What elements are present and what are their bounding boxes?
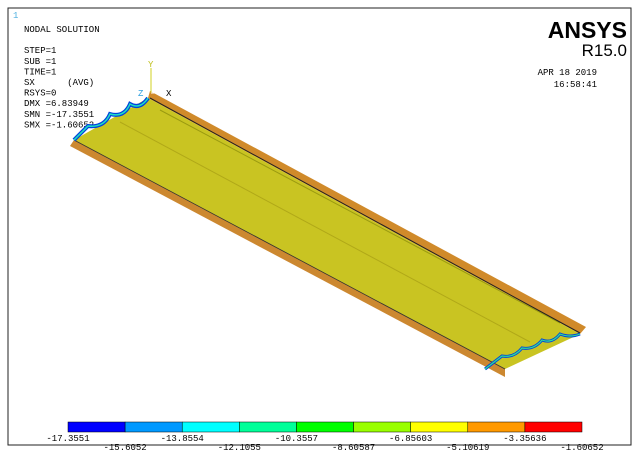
legend-swatch xyxy=(67,421,126,433)
brand-version: R15.0 xyxy=(582,41,627,60)
legend-swatch xyxy=(124,421,183,433)
ridge xyxy=(159,109,561,324)
legend-swatch xyxy=(410,421,469,433)
legend-label: -10.3557 xyxy=(275,434,318,444)
legend-label: -12.1055 xyxy=(218,443,261,453)
stress-notch xyxy=(484,333,581,370)
beam-bottom-flange xyxy=(70,140,505,377)
beam-model xyxy=(70,91,586,377)
edge xyxy=(73,139,506,370)
legend-label: -1.60652 xyxy=(560,443,603,453)
header-line: NODAL SOLUTION xyxy=(24,25,100,35)
brand-name: ANSYS xyxy=(548,17,627,43)
header-line: SUB =1 xyxy=(24,57,56,67)
triad-y-label: Y xyxy=(148,60,154,70)
date: APR 18 2019 xyxy=(538,68,597,78)
header-line: TIME=1 xyxy=(24,67,56,77)
edge xyxy=(149,97,581,334)
legend-label: -5.10619 xyxy=(446,443,489,453)
ridge xyxy=(119,121,531,343)
triad-z-label: Z xyxy=(138,89,144,99)
header-line: DMX =6.83949 xyxy=(24,99,89,109)
legend: -17.3551 -15.6052 -13.8554 -12.1055 -10.3557… xyxy=(46,421,604,453)
window-number: 1 xyxy=(13,11,18,21)
beam-top-flange xyxy=(148,91,586,334)
legend-swatch xyxy=(467,421,526,433)
triad-x-label: X xyxy=(166,89,172,99)
frame xyxy=(7,7,632,446)
header-line: STEP=1 xyxy=(24,46,56,56)
legend-swatch xyxy=(296,421,354,433)
header-line: SX (AVG) xyxy=(24,78,94,88)
legend-label: -17.3551 xyxy=(46,434,89,444)
legend-label: -13.8554 xyxy=(161,434,204,444)
legend-swatch xyxy=(181,421,240,433)
legend-label: -8.60587 xyxy=(332,443,375,453)
legend-label: -15.6052 xyxy=(104,443,147,453)
header-line: SMN =-17.3551 xyxy=(24,110,94,120)
axis-triad: Y Z X xyxy=(138,60,172,99)
stress-notch xyxy=(73,97,149,141)
legend-swatch xyxy=(524,421,583,433)
header-line: SMX =-1.60652 xyxy=(24,120,94,130)
header-line: RSYS=0 xyxy=(24,89,56,99)
legend-swatch xyxy=(239,421,297,433)
legend-label: -6.85603 xyxy=(389,434,432,444)
legend-swatch xyxy=(353,421,411,433)
time: 16:58:41 xyxy=(554,80,597,90)
legend-label: -3.35636 xyxy=(503,434,546,444)
